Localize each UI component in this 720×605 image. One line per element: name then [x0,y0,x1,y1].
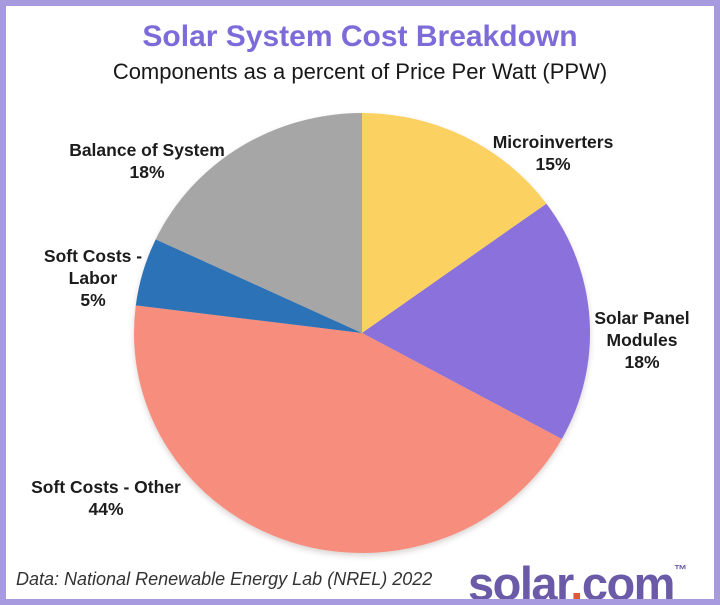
chart-subtitle: Components as a percent of Price Per Wat… [112,59,608,84]
pie-label-value: 44% [88,499,124,519]
pie-slice-balance-of-system [155,113,362,333]
pie-slice-microinverters [362,113,547,333]
pie-label-value: 18% [129,162,165,182]
pie-slice-soft-costs-labor [135,239,362,333]
pie-label-value: 5% [80,290,106,310]
pie-label-balance-of-system: Balance of System 18% [69,139,225,183]
pie-slice-solar-panel-modules [362,203,591,439]
pie-label-text: Microinverters [492,132,614,152]
logo-com-text: com [581,557,676,605]
chart-title: Solar System Cost Breakdown [142,20,578,53]
logo-solar-text: solar [468,557,572,605]
pie-label-soft-costs-other: Soft Costs - Other 44% [31,476,181,520]
pie-label-text: Modules [606,330,678,350]
pie-label-solar-panel-modules: Solar Panel Modules 18% [594,307,689,373]
pie-label-value: 18% [624,352,660,372]
data-source-attribution: Data: National Renewable Energy Lab (NRE… [16,569,433,589]
pie-label-microinverters: Microinverters 15% [493,131,614,175]
brand-logo: solar.com™ [468,546,687,605]
pie-label-value: 15% [535,154,571,174]
pie-label-text: Soft Costs - Other [31,477,181,497]
pie-label-text: Soft Costs - [43,246,143,266]
trademark-symbol: ™ [673,562,687,577]
logo-dot: . [570,557,583,605]
pie-label-soft-costs-labor: Soft Costs - Labor 5% [44,245,142,311]
pie-label-text: Solar Panel [594,308,690,328]
pie-slice-soft-costs-other [134,305,562,554]
pie-label-text: Labor [68,268,118,288]
pie-label-text: Balance of System [69,140,225,160]
